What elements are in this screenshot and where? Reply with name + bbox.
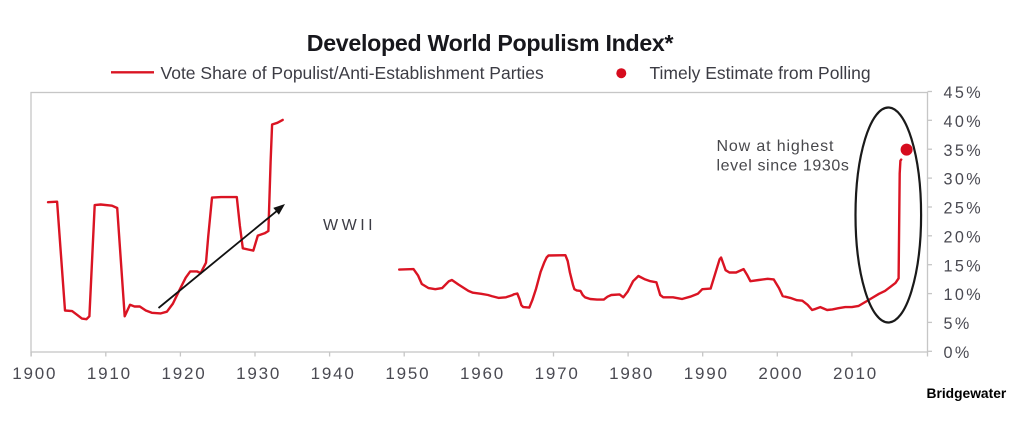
- svg-text:1970: 1970: [535, 364, 580, 383]
- svg-text:WWII: WWII: [323, 217, 376, 234]
- svg-text:30%: 30%: [944, 171, 984, 189]
- svg-text:20%: 20%: [944, 228, 984, 246]
- svg-text:Developed World Populism Index: Developed World Populism Index*: [307, 30, 674, 56]
- svg-text:1960: 1960: [460, 364, 505, 383]
- svg-text:1950: 1950: [385, 364, 430, 383]
- svg-text:2010: 2010: [833, 364, 878, 383]
- svg-text:Timely Estimate from Polling: Timely Estimate from Polling: [650, 63, 871, 83]
- svg-text:Bridgewater: Bridgewater: [927, 386, 1007, 401]
- svg-text:40%: 40%: [944, 113, 984, 131]
- svg-text:Vote Share of Populist/Anti-Es: Vote Share of Populist/Anti-Establishmen…: [161, 63, 545, 83]
- svg-text:Now at highest: Now at highest: [717, 138, 835, 155]
- svg-text:45%: 45%: [944, 84, 984, 102]
- svg-text:15%: 15%: [944, 257, 984, 275]
- svg-text:0%: 0%: [944, 344, 972, 362]
- svg-text:35%: 35%: [944, 142, 984, 160]
- svg-text:2000: 2000: [758, 364, 803, 383]
- svg-text:1940: 1940: [311, 364, 356, 383]
- svg-text:1930: 1930: [236, 364, 281, 383]
- svg-text:1920: 1920: [161, 364, 206, 383]
- svg-text:1900: 1900: [12, 364, 57, 383]
- svg-text:5%: 5%: [944, 315, 972, 333]
- svg-text:10%: 10%: [944, 286, 984, 304]
- svg-text:1980: 1980: [609, 364, 654, 383]
- svg-text:level since 1930s: level since 1930s: [717, 157, 850, 174]
- svg-text:1910: 1910: [87, 364, 132, 383]
- svg-text:1990: 1990: [684, 364, 729, 383]
- svg-text:25%: 25%: [944, 200, 984, 218]
